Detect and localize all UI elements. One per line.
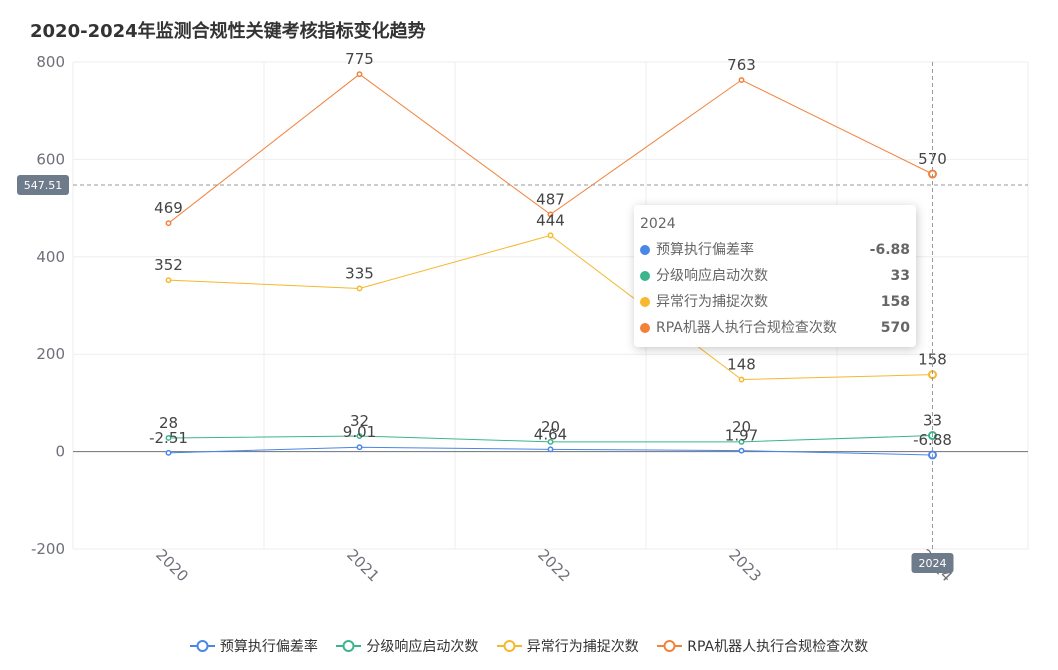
data-label: 148	[727, 356, 756, 374]
tooltip-value: 570	[880, 320, 910, 336]
tooltip-marker-icon	[640, 297, 650, 307]
data-label: 763	[727, 56, 756, 74]
data-point	[356, 444, 363, 451]
y-tick-label: 200	[36, 345, 65, 363]
data-label: 28	[159, 414, 178, 432]
data-point	[165, 449, 172, 456]
legend-line-icon	[336, 640, 362, 652]
data-label-layer: -2.51 9.01 4.64 1.97 -6.88 28 32 20 20 33 352 335 44…	[149, 50, 952, 449]
data-point	[356, 285, 363, 292]
crosshair-y-label: 547.51	[24, 179, 63, 192]
tooltip-row: 分级响应启动次数 33	[634, 263, 916, 289]
data-point	[356, 433, 363, 439]
data-label: 469	[154, 199, 183, 217]
legend-label: 分级响应启动次数	[366, 639, 479, 655]
tooltip-value: -6.88	[869, 242, 910, 258]
data-label: -2.51	[149, 429, 188, 447]
chart-title: 2020-2024年监测合规性关键考核指标变化趋势	[30, 21, 426, 42]
legend-item[interactable]: RPA机器人执行合规检查次数	[657, 636, 868, 656]
tooltip-series-name: 分级响应启动次数	[656, 268, 768, 284]
data-label: 487	[536, 190, 565, 208]
data-point	[738, 447, 745, 454]
data-point	[738, 376, 745, 383]
data-point	[547, 438, 554, 445]
legend-line-icon	[496, 640, 522, 652]
data-label: -6.88	[913, 431, 952, 449]
data-label: 20	[541, 418, 560, 436]
data-point	[738, 438, 745, 445]
tooltip-row: 预算执行偏差率 -6.88	[634, 237, 916, 263]
tooltip-marker-icon	[640, 271, 650, 281]
tooltip-series-name: 异常行为捕捉次数	[656, 294, 768, 310]
x-tick-label: 2021	[343, 546, 383, 586]
tooltip-row: RPA机器人执行合规检查次数 570	[634, 315, 916, 341]
tooltip-value: 33	[890, 268, 910, 284]
data-point	[165, 435, 172, 441]
legend-line-icon	[189, 640, 215, 652]
data-label: 32	[350, 412, 369, 430]
data-point	[356, 71, 363, 78]
data-label: 20	[732, 418, 751, 436]
data-label: 9.01	[343, 423, 376, 441]
tooltip-series-name: RPA机器人执行合规检查次数	[656, 320, 837, 336]
data-label: 335	[345, 264, 374, 282]
legend-line-icon	[657, 640, 683, 652]
tooltip-series-name: 预算执行偏差率	[656, 242, 754, 258]
y-tick-label: 600	[36, 150, 65, 168]
tooltip-value: 158	[880, 294, 910, 310]
x-tick-label: 2020	[152, 546, 192, 586]
data-point	[738, 77, 745, 83]
y-tick-label: -200	[31, 540, 65, 558]
series-layer	[165, 71, 937, 460]
legend-item[interactable]: 预算执行偏差率	[189, 636, 318, 656]
data-label: 775	[345, 50, 374, 68]
x-tick-label: 2023	[725, 546, 765, 586]
crosshair-x-badge	[911, 553, 954, 573]
y-tick-label: 400	[36, 248, 65, 266]
y-tick-label: 800	[36, 53, 65, 71]
crosshair-x-label: 2024	[919, 557, 947, 570]
legend-item[interactable]: 异常行为捕捉次数	[496, 636, 639, 656]
tooltip-row: 异常行为捕捉次数 158	[634, 289, 916, 315]
legend-label: 异常行为捕捉次数	[526, 639, 639, 655]
crosshair-y-badge	[17, 174, 69, 195]
legend-label: RPA机器人执行合规检查次数	[687, 639, 869, 655]
data-point	[547, 211, 554, 218]
legend: 预算执行偏差率 分级响应启动次数 异常行为捕捉次数 RPA机器人执行合规检查次数	[0, 636, 1058, 658]
data-label: 352	[154, 256, 183, 274]
tooltip-marker-icon	[640, 323, 650, 333]
data-label: 1.97	[725, 427, 758, 445]
data-point	[547, 232, 554, 239]
data-label: 444	[536, 211, 565, 229]
data-point	[165, 220, 172, 227]
legend-item[interactable]: 分级响应启动次数	[336, 636, 478, 656]
data-point	[165, 277, 172, 284]
tooltip-marker-icon	[640, 245, 650, 255]
tooltip: 2024 预算执行偏差率 -6.88 分级响应启动次数 33 异常行为捕捉次数 …	[634, 205, 916, 347]
y-tick-label: 0	[55, 443, 65, 461]
tooltip-header: 2024	[640, 216, 676, 232]
data-label: 4.64	[534, 425, 567, 443]
legend-label: 预算执行偏差率	[219, 639, 318, 655]
data-point	[547, 446, 554, 453]
crosshair-layer: 547.51 2024	[17, 62, 1028, 573]
x-tick-label: 2022	[534, 546, 574, 586]
data-label: 570	[918, 150, 947, 168]
